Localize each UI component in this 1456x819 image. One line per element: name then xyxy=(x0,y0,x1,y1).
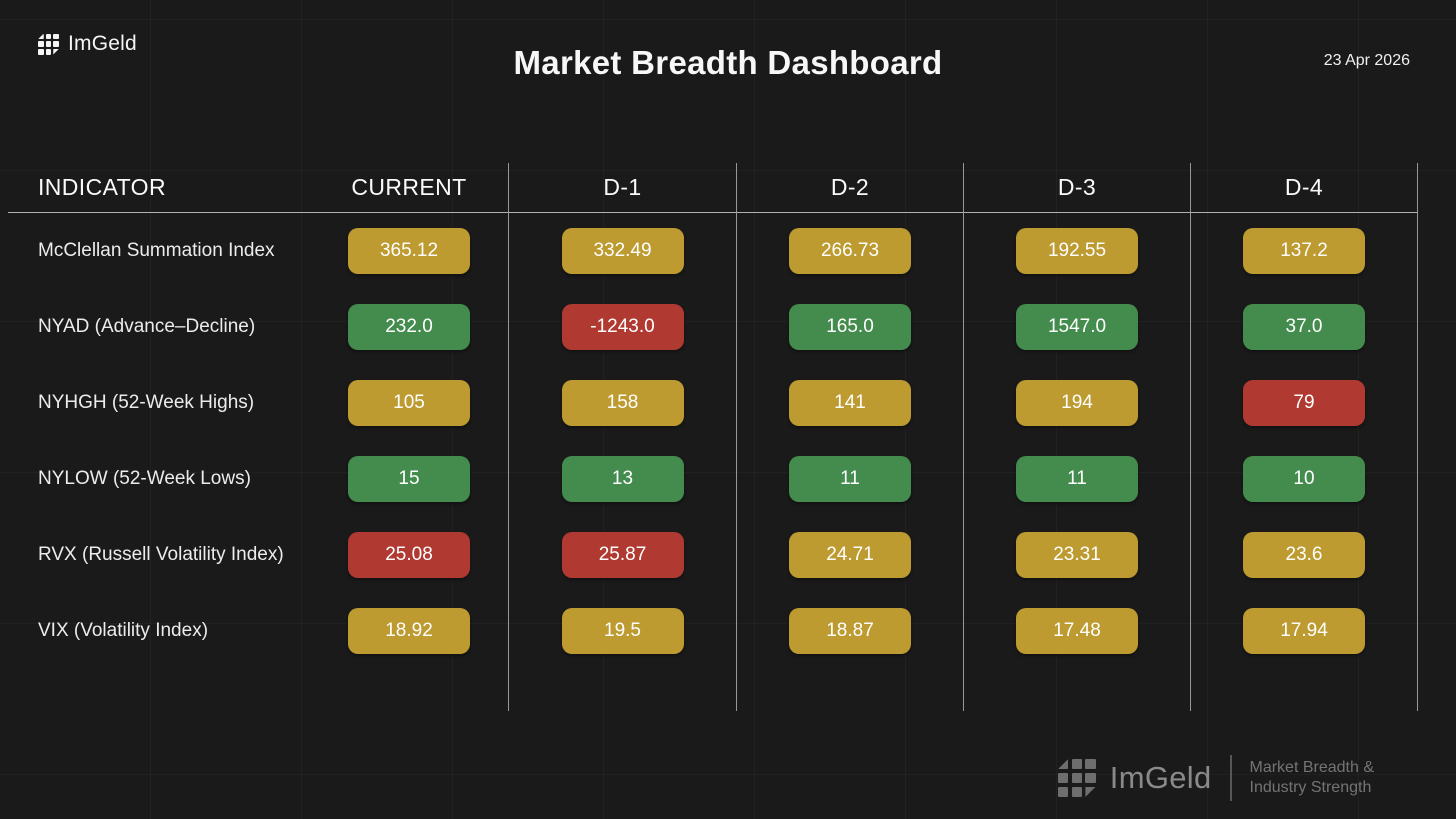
table-cell: 1547.0 xyxy=(963,289,1190,365)
value-badge: 24.71 xyxy=(789,532,911,578)
value-badge: 232.0 xyxy=(348,304,470,350)
table-cell: 11 xyxy=(963,441,1190,517)
value-badge: 192.55 xyxy=(1016,228,1138,274)
value-badge: 11 xyxy=(789,456,911,502)
column-header-current: CURRENT xyxy=(310,163,508,213)
value-badge: 15 xyxy=(348,456,470,502)
value-badge: 266.73 xyxy=(789,228,911,274)
table-cell: 11 xyxy=(736,441,963,517)
table-cell: 37.0 xyxy=(1190,289,1418,365)
table-cell: 365.12 xyxy=(310,213,508,289)
value-badge: 332.49 xyxy=(561,228,684,274)
value-badge: 23.31 xyxy=(1016,532,1138,578)
table-cell: 18.92 xyxy=(310,593,508,669)
value-badge: 365.12 xyxy=(348,228,470,274)
value-badge: 18.87 xyxy=(789,608,911,654)
tagline-line-2: Industry Strength xyxy=(1249,779,1372,796)
table-cell: 23.31 xyxy=(963,517,1190,593)
table-spacer xyxy=(963,669,1190,711)
row-label: RVX (Russell Volatility Index) xyxy=(38,544,284,565)
table-cell: 79 xyxy=(1190,365,1418,441)
table-cell: 158 xyxy=(508,365,736,441)
value-badge: 105 xyxy=(348,380,470,426)
value-badge: 17.94 xyxy=(1243,608,1365,654)
table-cell: 192.55 xyxy=(963,213,1190,289)
table-cell: 194 xyxy=(963,365,1190,441)
table-cell: 165.0 xyxy=(736,289,963,365)
column-header-d2: D-2 xyxy=(736,163,963,213)
table-cell: 105 xyxy=(310,365,508,441)
value-badge: 11 xyxy=(1016,456,1138,502)
table-cell: 15 xyxy=(310,441,508,517)
value-badge: 18.92 xyxy=(348,608,470,654)
value-badge: 25.87 xyxy=(561,532,684,578)
table-cell: -1243.0 xyxy=(508,289,736,365)
value-badge: 158 xyxy=(561,380,684,426)
column-header-d1: D-1 xyxy=(508,163,736,213)
value-badge: 141 xyxy=(789,380,911,426)
brand-name: ImGeld xyxy=(1109,760,1212,795)
table-spacer xyxy=(1190,669,1418,711)
column-header-d3: D-3 xyxy=(963,163,1190,213)
table-cell: 23.6 xyxy=(1190,517,1418,593)
table-cell: 17.94 xyxy=(1190,593,1418,669)
row-label: VIX (Volatility Index) xyxy=(38,620,209,641)
value-badge: 137.2 xyxy=(1243,228,1365,274)
row-label: NYLOW (52-Week Lows) xyxy=(38,468,251,489)
table-cell: 18.87 xyxy=(736,593,963,669)
table-cell: 137.2 xyxy=(1190,213,1418,289)
brand-logo-footer: ImGeld Market Breadth & Industry Strengt… xyxy=(1057,755,1375,801)
column-header-indicator: INDICATOR xyxy=(8,163,310,213)
page-title: Market Breadth Dashboard xyxy=(513,44,943,81)
tagline-line-1: Market Breadth & xyxy=(1249,759,1375,776)
table-cell: 13 xyxy=(508,441,736,517)
imgeld-grid-icon xyxy=(1057,759,1096,797)
row-label: McClellan Summation Index xyxy=(38,240,275,261)
table-cell: 25.87 xyxy=(508,517,736,593)
value-badge: 165.0 xyxy=(789,304,911,350)
value-badge: 17.48 xyxy=(1016,608,1138,654)
value-badge: 13 xyxy=(561,456,684,502)
footer-divider xyxy=(1229,755,1232,801)
table-spacer xyxy=(8,669,310,711)
table-cell: 17.48 xyxy=(963,593,1190,669)
brand-tagline: Market Breadth & Industry Strength xyxy=(1250,758,1375,798)
table-cell: 332.49 xyxy=(508,213,736,289)
brand-name: ImGeld xyxy=(68,32,137,55)
row-label: NYHGH (52-Week Highs) xyxy=(38,392,255,413)
value-badge: 23.6 xyxy=(1243,532,1365,578)
brand-logo-top: ImGeld xyxy=(38,32,137,56)
table-cell: 10 xyxy=(1190,441,1418,517)
table-cell: 232.0 xyxy=(310,289,508,365)
breadth-table: INDICATOR CURRENT D-1 D-2 D-3 D-4 McClel… xyxy=(8,163,1418,711)
table-spacer xyxy=(508,669,736,711)
report-date: 23 Apr 2026 xyxy=(1323,52,1410,69)
value-badge: 194 xyxy=(1016,380,1138,426)
table-cell: 25.08 xyxy=(310,517,508,593)
imgeld-grid-icon xyxy=(38,33,59,55)
table-spacer xyxy=(310,669,508,711)
value-badge: 19.5 xyxy=(561,608,684,654)
table-cell: 19.5 xyxy=(508,593,736,669)
value-badge: 79 xyxy=(1243,380,1365,426)
value-badge: 1547.0 xyxy=(1016,304,1138,350)
table-cell: 266.73 xyxy=(736,213,963,289)
value-badge: 10 xyxy=(1243,456,1365,502)
value-badge: -1243.0 xyxy=(561,304,684,350)
value-badge: 37.0 xyxy=(1243,304,1365,350)
table-spacer xyxy=(736,669,963,711)
value-badge: 25.08 xyxy=(348,532,470,578)
table-cell: 24.71 xyxy=(736,517,963,593)
column-header-d4: D-4 xyxy=(1190,163,1418,213)
row-label: NYAD (Advance–Decline) xyxy=(38,316,256,337)
table-cell: 141 xyxy=(736,365,963,441)
